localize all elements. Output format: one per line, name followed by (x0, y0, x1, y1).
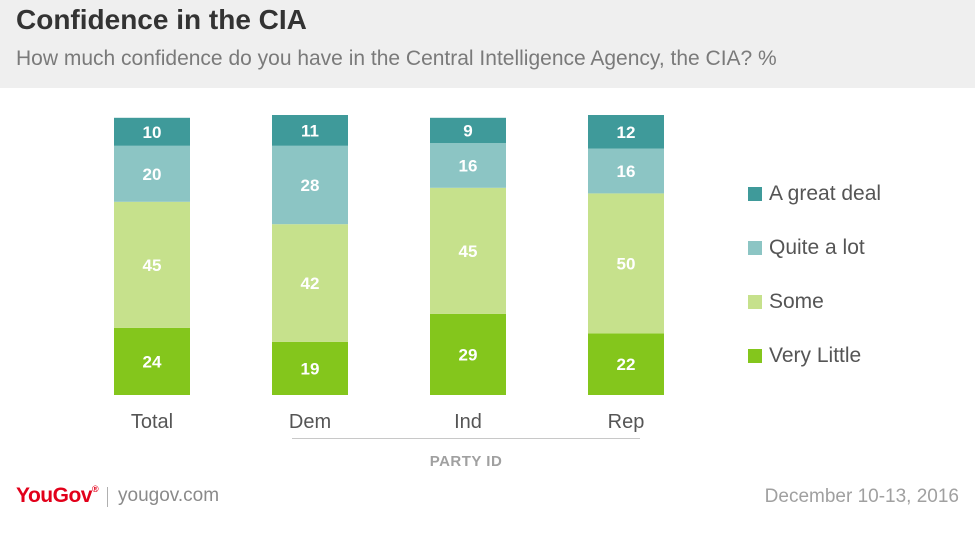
legend-label-some: Some (769, 290, 824, 313)
category-label-dem: Dem (289, 411, 331, 433)
value-label-rep-some: 50 (617, 254, 636, 273)
bar-rep-a-great-deal (588, 115, 664, 149)
value-label-dem-a-great-deal: 11 (301, 121, 319, 140)
value-label-total-quite-a-lot: 20 (143, 165, 162, 184)
value-label-total-some: 45 (143, 256, 162, 275)
logo-text: YouGov (16, 484, 92, 507)
value-label-dem-very-little: 19 (301, 359, 320, 378)
survey-date: December 10-13, 2016 (764, 486, 959, 507)
value-label-ind-very-little: 29 (459, 345, 478, 364)
party-id-label: PARTY ID (429, 453, 503, 470)
value-label-ind-some: 45 (459, 242, 478, 261)
party-id-bracket-line (292, 438, 640, 439)
value-label-rep-very-little: 22 (617, 355, 636, 374)
footer-divider (107, 487, 108, 507)
bar-dem-a-great-deal (272, 115, 348, 146)
bar-rep-very-little (588, 333, 664, 395)
yougov-logo: YouGov® (16, 484, 99, 508)
bar-total-some (114, 201, 190, 328)
value-label-ind-a-great-deal: 9 (463, 121, 472, 140)
value-label-dem-some: 42 (301, 274, 320, 293)
bar-total-quite-a-lot (114, 145, 190, 202)
category-label-ind: Ind (454, 411, 482, 433)
bar-rep-some (588, 193, 664, 334)
value-label-total-very-little: 24 (143, 352, 162, 371)
bar-ind-a-great-deal (430, 117, 506, 143)
bar-ind-very-little (430, 313, 506, 395)
chart-title: Confidence in the CIA (16, 4, 307, 35)
website-link[interactable]: yougov.com (118, 485, 220, 506)
value-label-ind-quite-a-lot: 16 (459, 156, 478, 175)
category-label-total: Total (131, 411, 173, 433)
bar-rep-quite-a-lot (588, 148, 664, 194)
value-label-dem-quite-a-lot: 28 (301, 176, 320, 195)
value-label-rep-quite-a-lot: 16 (617, 162, 636, 181)
value-label-rep-a-great-deal: 12 (617, 123, 636, 142)
bar-ind-some (430, 187, 506, 314)
logo-registered-mark: ® (91, 484, 99, 494)
bar-dem-quite-a-lot (272, 145, 348, 225)
bar-ind-quite-a-lot (430, 143, 506, 188)
bar-dem-very-little (272, 341, 348, 395)
bar-total-very-little (114, 327, 190, 395)
legend-label-very-little: Very Little (769, 344, 862, 367)
bar-dem-some (272, 224, 348, 342)
legend-label-quite-a-lot: Quite a lot (769, 236, 865, 259)
legend-label-a-great-deal: A great deal (769, 182, 882, 205)
bar-total-a-great-deal (114, 117, 190, 146)
legend-swatch-very-little (748, 349, 762, 363)
chart-subtitle: How much confidence do you have in the C… (16, 47, 777, 70)
header-band: Confidence in the CIA How much confidenc… (0, 0, 975, 88)
value-label-total-a-great-deal: 10 (143, 123, 162, 142)
legend-swatch-quite-a-lot (748, 241, 762, 255)
legend-swatch-some (748, 295, 762, 309)
category-label-rep: Rep (608, 411, 645, 433)
legend-swatch-a-great-deal (748, 187, 762, 201)
